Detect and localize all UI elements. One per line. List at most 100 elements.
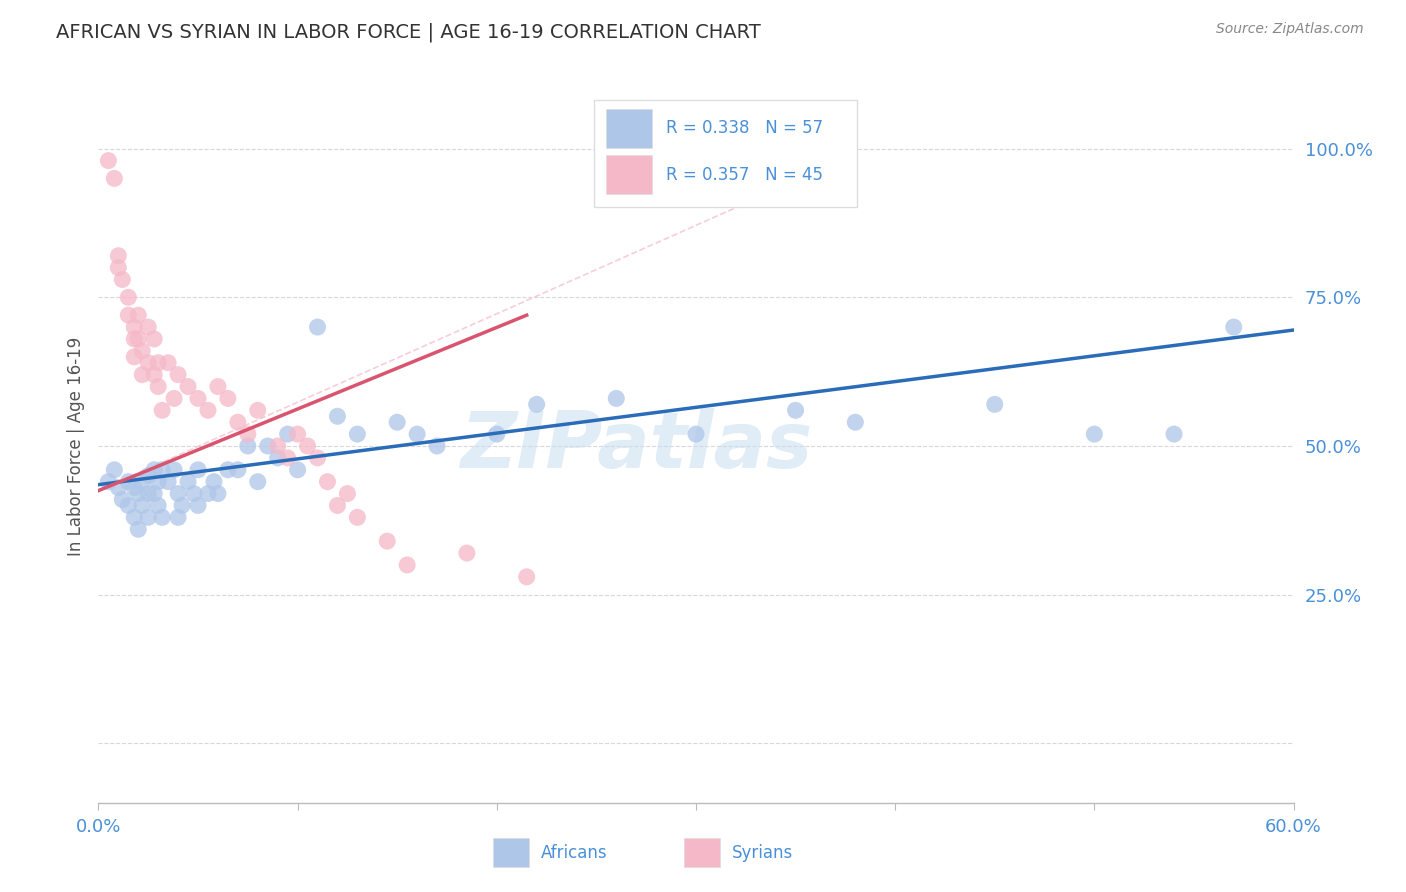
Point [246, 475, 269, 489]
Point [236, 427, 259, 442]
Point [131, 343, 153, 358]
Point [1163, 427, 1185, 442]
Point [117, 308, 139, 322]
Point [124, 481, 146, 495]
Point [485, 427, 508, 442]
Point [157, 475, 180, 489]
Point [396, 558, 419, 572]
Point [124, 350, 146, 364]
Point [148, 499, 170, 513]
Point [177, 379, 200, 393]
Point [167, 486, 190, 500]
Point [143, 332, 166, 346]
Point [197, 403, 219, 417]
Point [107, 249, 129, 263]
Point [316, 475, 339, 489]
Point [267, 450, 290, 465]
Point [785, 403, 807, 417]
Point [117, 290, 139, 304]
Point [177, 475, 200, 489]
Point [516, 570, 538, 584]
Point [157, 356, 180, 370]
Point [148, 475, 170, 489]
Point [127, 332, 149, 346]
Point [163, 392, 186, 406]
Point [844, 415, 866, 429]
Point [307, 320, 329, 334]
Point [226, 463, 249, 477]
Point [202, 475, 225, 489]
Point [131, 475, 153, 489]
Point [187, 392, 209, 406]
Point [111, 492, 134, 507]
Point [346, 510, 368, 524]
Point [143, 368, 166, 382]
Point [346, 427, 368, 442]
Point [148, 356, 170, 370]
Point [246, 403, 269, 417]
Point [136, 320, 159, 334]
Point [207, 379, 229, 393]
Point [107, 260, 129, 275]
Point [131, 499, 153, 513]
Point [136, 486, 159, 500]
Point [136, 510, 159, 524]
Point [150, 510, 173, 524]
Point [103, 171, 125, 186]
Point [197, 486, 219, 500]
Point [163, 463, 186, 477]
Bar [494, 838, 529, 867]
Point [307, 450, 329, 465]
Point [143, 486, 166, 500]
Point [124, 320, 146, 334]
Point [526, 397, 548, 411]
Point [148, 379, 170, 393]
Point [685, 427, 707, 442]
Point [187, 463, 209, 477]
Point [150, 403, 173, 417]
Point [117, 499, 139, 513]
Point [103, 463, 125, 477]
Point [124, 332, 146, 346]
Point [167, 368, 190, 382]
Point [605, 392, 627, 406]
Point [406, 427, 429, 442]
Point [277, 427, 299, 442]
Point [297, 439, 319, 453]
Point [277, 450, 299, 465]
Text: AFRICAN VS SYRIAN IN LABOR FORCE | AGE 16-19 CORRELATION CHART: AFRICAN VS SYRIAN IN LABOR FORCE | AGE 1… [56, 22, 761, 42]
Text: ZIPatlas: ZIPatlas [460, 408, 813, 484]
Point [167, 510, 190, 524]
Bar [606, 109, 652, 148]
Text: R = 0.357   N = 45: R = 0.357 N = 45 [666, 166, 823, 184]
Point [207, 486, 229, 500]
Text: Source: ZipAtlas.com: Source: ZipAtlas.com [1216, 22, 1364, 37]
Text: Syrians: Syrians [733, 844, 793, 862]
Point [127, 486, 149, 500]
Point [136, 356, 159, 370]
Text: Africans: Africans [541, 844, 607, 862]
Point [124, 510, 146, 524]
Point [426, 439, 449, 453]
Point [226, 415, 249, 429]
Point [107, 481, 129, 495]
Point [127, 522, 149, 536]
Point [131, 368, 153, 382]
Point [127, 308, 149, 322]
Point [143, 463, 166, 477]
Point [287, 427, 309, 442]
Text: R = 0.338   N = 57: R = 0.338 N = 57 [666, 120, 824, 137]
Point [150, 463, 173, 477]
Point [172, 499, 194, 513]
Y-axis label: In Labor Force | Age 16-19: In Labor Force | Age 16-19 [66, 336, 84, 556]
Bar [595, 100, 858, 207]
Point [326, 409, 349, 424]
Point [385, 415, 409, 429]
Point [111, 272, 134, 286]
Bar [606, 155, 652, 194]
Point [1223, 320, 1246, 334]
Bar [685, 838, 720, 867]
Point [375, 534, 398, 549]
Point [287, 463, 309, 477]
Point [97, 153, 120, 168]
